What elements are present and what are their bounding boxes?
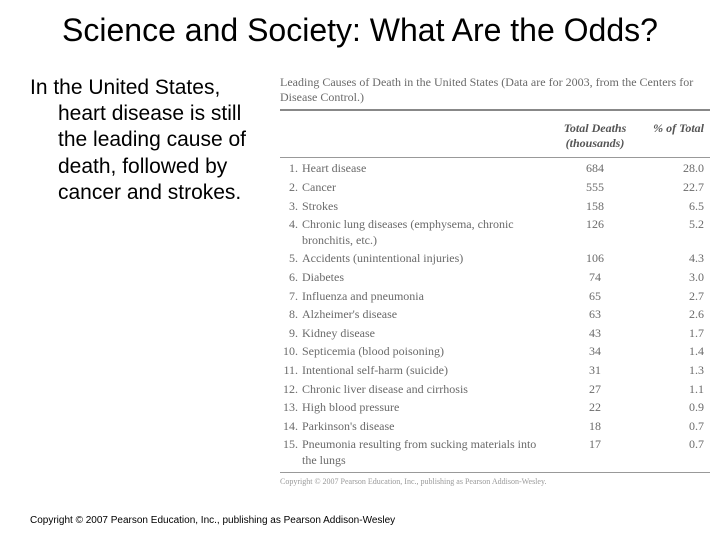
- row-number: 8.: [280, 307, 302, 323]
- row-pct: 0.9: [640, 400, 710, 416]
- table-rule-top: [280, 109, 710, 111]
- row-number: 3.: [280, 199, 302, 215]
- row-cause: Parkinson's disease: [302, 419, 550, 435]
- table-row: 10.Septicemia (blood poisoning)341.4: [280, 343, 710, 362]
- row-pct: 2.7: [640, 289, 710, 305]
- row-pct: 3.0: [640, 270, 710, 286]
- row-deaths: 684: [550, 161, 640, 177]
- row-pct: 22.7: [640, 180, 710, 196]
- body-rest: heart disease is still the leading cause…: [30, 101, 270, 206]
- row-number: 14.: [280, 419, 302, 435]
- row-deaths: 31: [550, 363, 640, 379]
- row-number: 2.: [280, 180, 302, 196]
- row-cause: Diabetes: [302, 270, 550, 286]
- row-number: 9.: [280, 326, 302, 342]
- row-deaths: 555: [550, 180, 640, 196]
- table-row: 3.Strokes1586.5: [280, 197, 710, 216]
- row-pct: 28.0: [640, 161, 710, 177]
- row-pct: 6.5: [640, 199, 710, 215]
- row-pct: 2.6: [640, 307, 710, 323]
- row-number: 5.: [280, 251, 302, 267]
- table-row: 6.Diabetes743.0: [280, 269, 710, 288]
- body-text: In the United States, heart disease is s…: [30, 75, 280, 486]
- row-cause: Septicemia (blood poisoning): [302, 344, 550, 360]
- row-number: 7.: [280, 289, 302, 305]
- col-pct-header: % of Total: [640, 121, 710, 151]
- row-deaths: 106: [550, 251, 640, 267]
- row-deaths: 126: [550, 217, 640, 248]
- table-row: 5.Accidents (unintentional injuries)1064…: [280, 250, 710, 269]
- row-cause: Accidents (unintentional injuries): [302, 251, 550, 267]
- row-deaths: 63: [550, 307, 640, 323]
- table-row: 11.Intentional self-harm (suicide)311.3: [280, 362, 710, 381]
- col-name-spacer: [280, 121, 550, 151]
- row-deaths: 34: [550, 344, 640, 360]
- row-cause: Strokes: [302, 199, 550, 215]
- row-deaths: 43: [550, 326, 640, 342]
- row-cause: Alzheimer's disease: [302, 307, 550, 323]
- table-row: 14.Parkinson's disease180.7: [280, 417, 710, 436]
- row-cause: Cancer: [302, 180, 550, 196]
- row-deaths: 27: [550, 382, 640, 398]
- row-number: 6.: [280, 270, 302, 286]
- row-pct: 1.4: [640, 344, 710, 360]
- row-deaths: 17: [550, 437, 640, 468]
- row-cause: Pneumonia resulting from sucking materia…: [302, 437, 550, 468]
- row-number: 1.: [280, 161, 302, 177]
- causes-table: Leading Causes of Death in the United St…: [280, 75, 710, 486]
- row-number: 11.: [280, 363, 302, 379]
- col-deaths-line1: Total Deaths: [550, 121, 640, 136]
- row-deaths: 74: [550, 270, 640, 286]
- table-body: 1.Heart disease68428.02.Cancer55522.73.S…: [280, 160, 710, 470]
- table-row: 2.Cancer55522.7: [280, 179, 710, 198]
- table-row: 7.Influenza and pneumonia652.7: [280, 287, 710, 306]
- table-row: 12.Chronic liver disease and cirrhosis27…: [280, 380, 710, 399]
- col-deaths-line2: (thousands): [550, 136, 640, 151]
- row-cause: Heart disease: [302, 161, 550, 177]
- table-row: 8.Alzheimer's disease632.6: [280, 306, 710, 325]
- row-number: 12.: [280, 382, 302, 398]
- table-header-row: Total Deaths (thousands) % of Total: [280, 117, 710, 155]
- row-deaths: 65: [550, 289, 640, 305]
- page-title: Science and Society: What Are the Odds?: [0, 0, 720, 57]
- row-cause: Intentional self-harm (suicide): [302, 363, 550, 379]
- table-rule-bottom: [280, 472, 710, 473]
- slide-copyright: Copyright © 2007 Pearson Education, Inc.…: [30, 515, 395, 526]
- row-number: 10.: [280, 344, 302, 360]
- row-deaths: 18: [550, 419, 640, 435]
- row-cause: Chronic lung diseases (emphysema, chroni…: [302, 217, 550, 248]
- row-pct: 5.2: [640, 217, 710, 248]
- row-cause: High blood pressure: [302, 400, 550, 416]
- row-deaths: 22: [550, 400, 640, 416]
- body-first-line: In the United States,: [30, 76, 220, 99]
- col-deaths-header: Total Deaths (thousands): [550, 121, 640, 151]
- row-cause: Influenza and pneumonia: [302, 289, 550, 305]
- table-row: 1.Heart disease68428.0: [280, 160, 710, 179]
- row-cause: Chronic liver disease and cirrhosis: [302, 382, 550, 398]
- table-caption: Leading Causes of Death in the United St…: [280, 75, 710, 106]
- row-number: 15.: [280, 437, 302, 468]
- row-pct: 1.1: [640, 382, 710, 398]
- table-row: 13.High blood pressure220.9: [280, 399, 710, 418]
- table-row: 15.Pneumonia resulting from sucking mate…: [280, 436, 710, 470]
- row-pct: 0.7: [640, 419, 710, 435]
- table-row: 9.Kidney disease431.7: [280, 324, 710, 343]
- row-pct: 1.7: [640, 326, 710, 342]
- content-region: In the United States, heart disease is s…: [0, 57, 720, 486]
- row-deaths: 158: [550, 199, 640, 215]
- row-number: 13.: [280, 400, 302, 416]
- table-rule-mid: [280, 157, 710, 158]
- row-pct: 0.7: [640, 437, 710, 468]
- table-row: 4.Chronic lung diseases (emphysema, chro…: [280, 216, 710, 250]
- table-inner-copyright: Copyright © 2007 Pearson Education, Inc.…: [280, 477, 710, 486]
- row-pct: 4.3: [640, 251, 710, 267]
- row-cause: Kidney disease: [302, 326, 550, 342]
- row-number: 4.: [280, 217, 302, 248]
- row-pct: 1.3: [640, 363, 710, 379]
